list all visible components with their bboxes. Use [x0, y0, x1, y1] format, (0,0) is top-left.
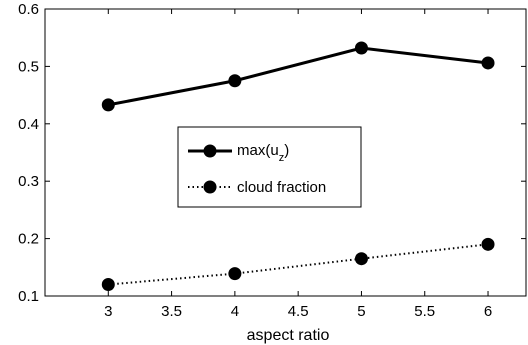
x-tick-label: 5: [357, 303, 365, 320]
x-tick-label: 3.5: [161, 303, 182, 320]
x-tick-label: 3: [104, 303, 112, 320]
series-layer: [101, 41, 495, 292]
x-axis-label: aspect ratio: [247, 327, 330, 344]
legend-marker-dotted: [203, 180, 217, 194]
legend-label-solid: max(uz): [237, 142, 289, 164]
y-tick-label: 0.2: [18, 231, 39, 248]
legend-label-solid-main: max(u: [237, 142, 279, 159]
axis-ticks: 3 3.5 4 4.5 5 5.5 6 0.1 0.2 0.3 0.4 0.5 0.6: [18, 1, 526, 320]
plot-area: [44, 8, 527, 297]
y-tick-label: 0.4: [18, 116, 39, 133]
y-tick-label: 0.5: [18, 58, 39, 75]
x-tick-label: 4.5: [288, 303, 309, 320]
x-tick-label: 4: [231, 303, 239, 320]
series-line-1: [108, 46, 489, 107]
series-2-point: [354, 252, 368, 266]
legend-marker-solid: [203, 144, 217, 158]
x-tick-label: 5.5: [414, 303, 435, 320]
plot-frame: [44, 8, 527, 297]
legend: max(uz) cloud fraction: [177, 126, 362, 208]
series-2-point: [101, 278, 115, 292]
series-1-point: [354, 41, 368, 55]
y-tick-label: 0.3: [18, 173, 39, 190]
y-tick-label: 0.6: [18, 1, 39, 18]
series-1-point: [228, 74, 242, 88]
series-2-point: [481, 237, 495, 251]
series-1-point: [101, 98, 115, 112]
legend-label-solid-subscript: z: [279, 152, 285, 164]
y-tick-label: 0.1: [18, 288, 39, 305]
legend-label-solid-suffix: ): [284, 142, 289, 159]
legend-box: [177, 126, 362, 208]
series-2-point: [228, 267, 242, 281]
series-line-2: [108, 243, 489, 286]
series-1-point: [481, 56, 495, 70]
legend-label-dotted: cloud fraction: [237, 179, 326, 196]
x-tick-label: 6: [484, 303, 492, 320]
